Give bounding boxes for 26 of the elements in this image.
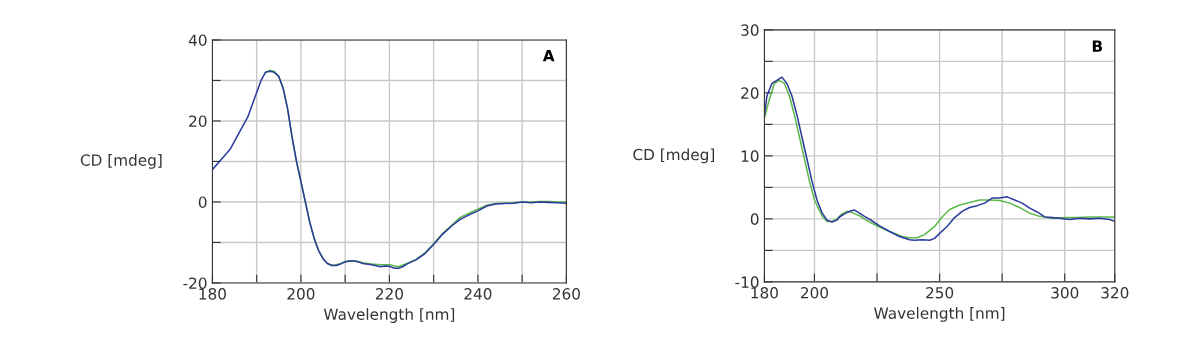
y-tick-label: 30 xyxy=(741,24,759,36)
x-axis-title: Wavelength [nm] xyxy=(323,308,455,323)
y-tick-label: 20 xyxy=(189,115,207,127)
x-tick-label: 220 xyxy=(375,288,403,300)
x-tick-label: 320 xyxy=(1101,287,1129,299)
line-series xyxy=(212,70,567,270)
y-tick-label: 40 xyxy=(188,34,207,46)
x-tick-label: 300 xyxy=(1051,287,1079,299)
annotation: A xyxy=(542,50,555,62)
annotation: B xyxy=(1092,40,1103,52)
x-axis-title: Wavelength [nm] xyxy=(874,307,1005,322)
x-tick-label: 250 xyxy=(926,287,954,299)
y-axis-title: CD [mdeg] xyxy=(80,154,162,169)
x-tick-label: 180 xyxy=(751,287,778,299)
y-tick-label: 0 xyxy=(750,213,759,225)
y-tick-label: -10 xyxy=(735,276,759,288)
y-tick-label: 10 xyxy=(741,150,759,162)
x-tick-label: 200 xyxy=(287,288,315,300)
y-tick-label: -20 xyxy=(183,277,207,289)
x-tick-label: 260 xyxy=(552,288,580,300)
x-tick-label: 240 xyxy=(464,288,492,300)
y-axis-title: CD [mdeg] xyxy=(633,148,715,164)
x-tick-label: 180 xyxy=(199,288,226,300)
x-tick-label: 200 xyxy=(801,287,829,299)
y-tick-label: 0 xyxy=(198,196,207,208)
y-tick-label: 20 xyxy=(741,87,759,99)
